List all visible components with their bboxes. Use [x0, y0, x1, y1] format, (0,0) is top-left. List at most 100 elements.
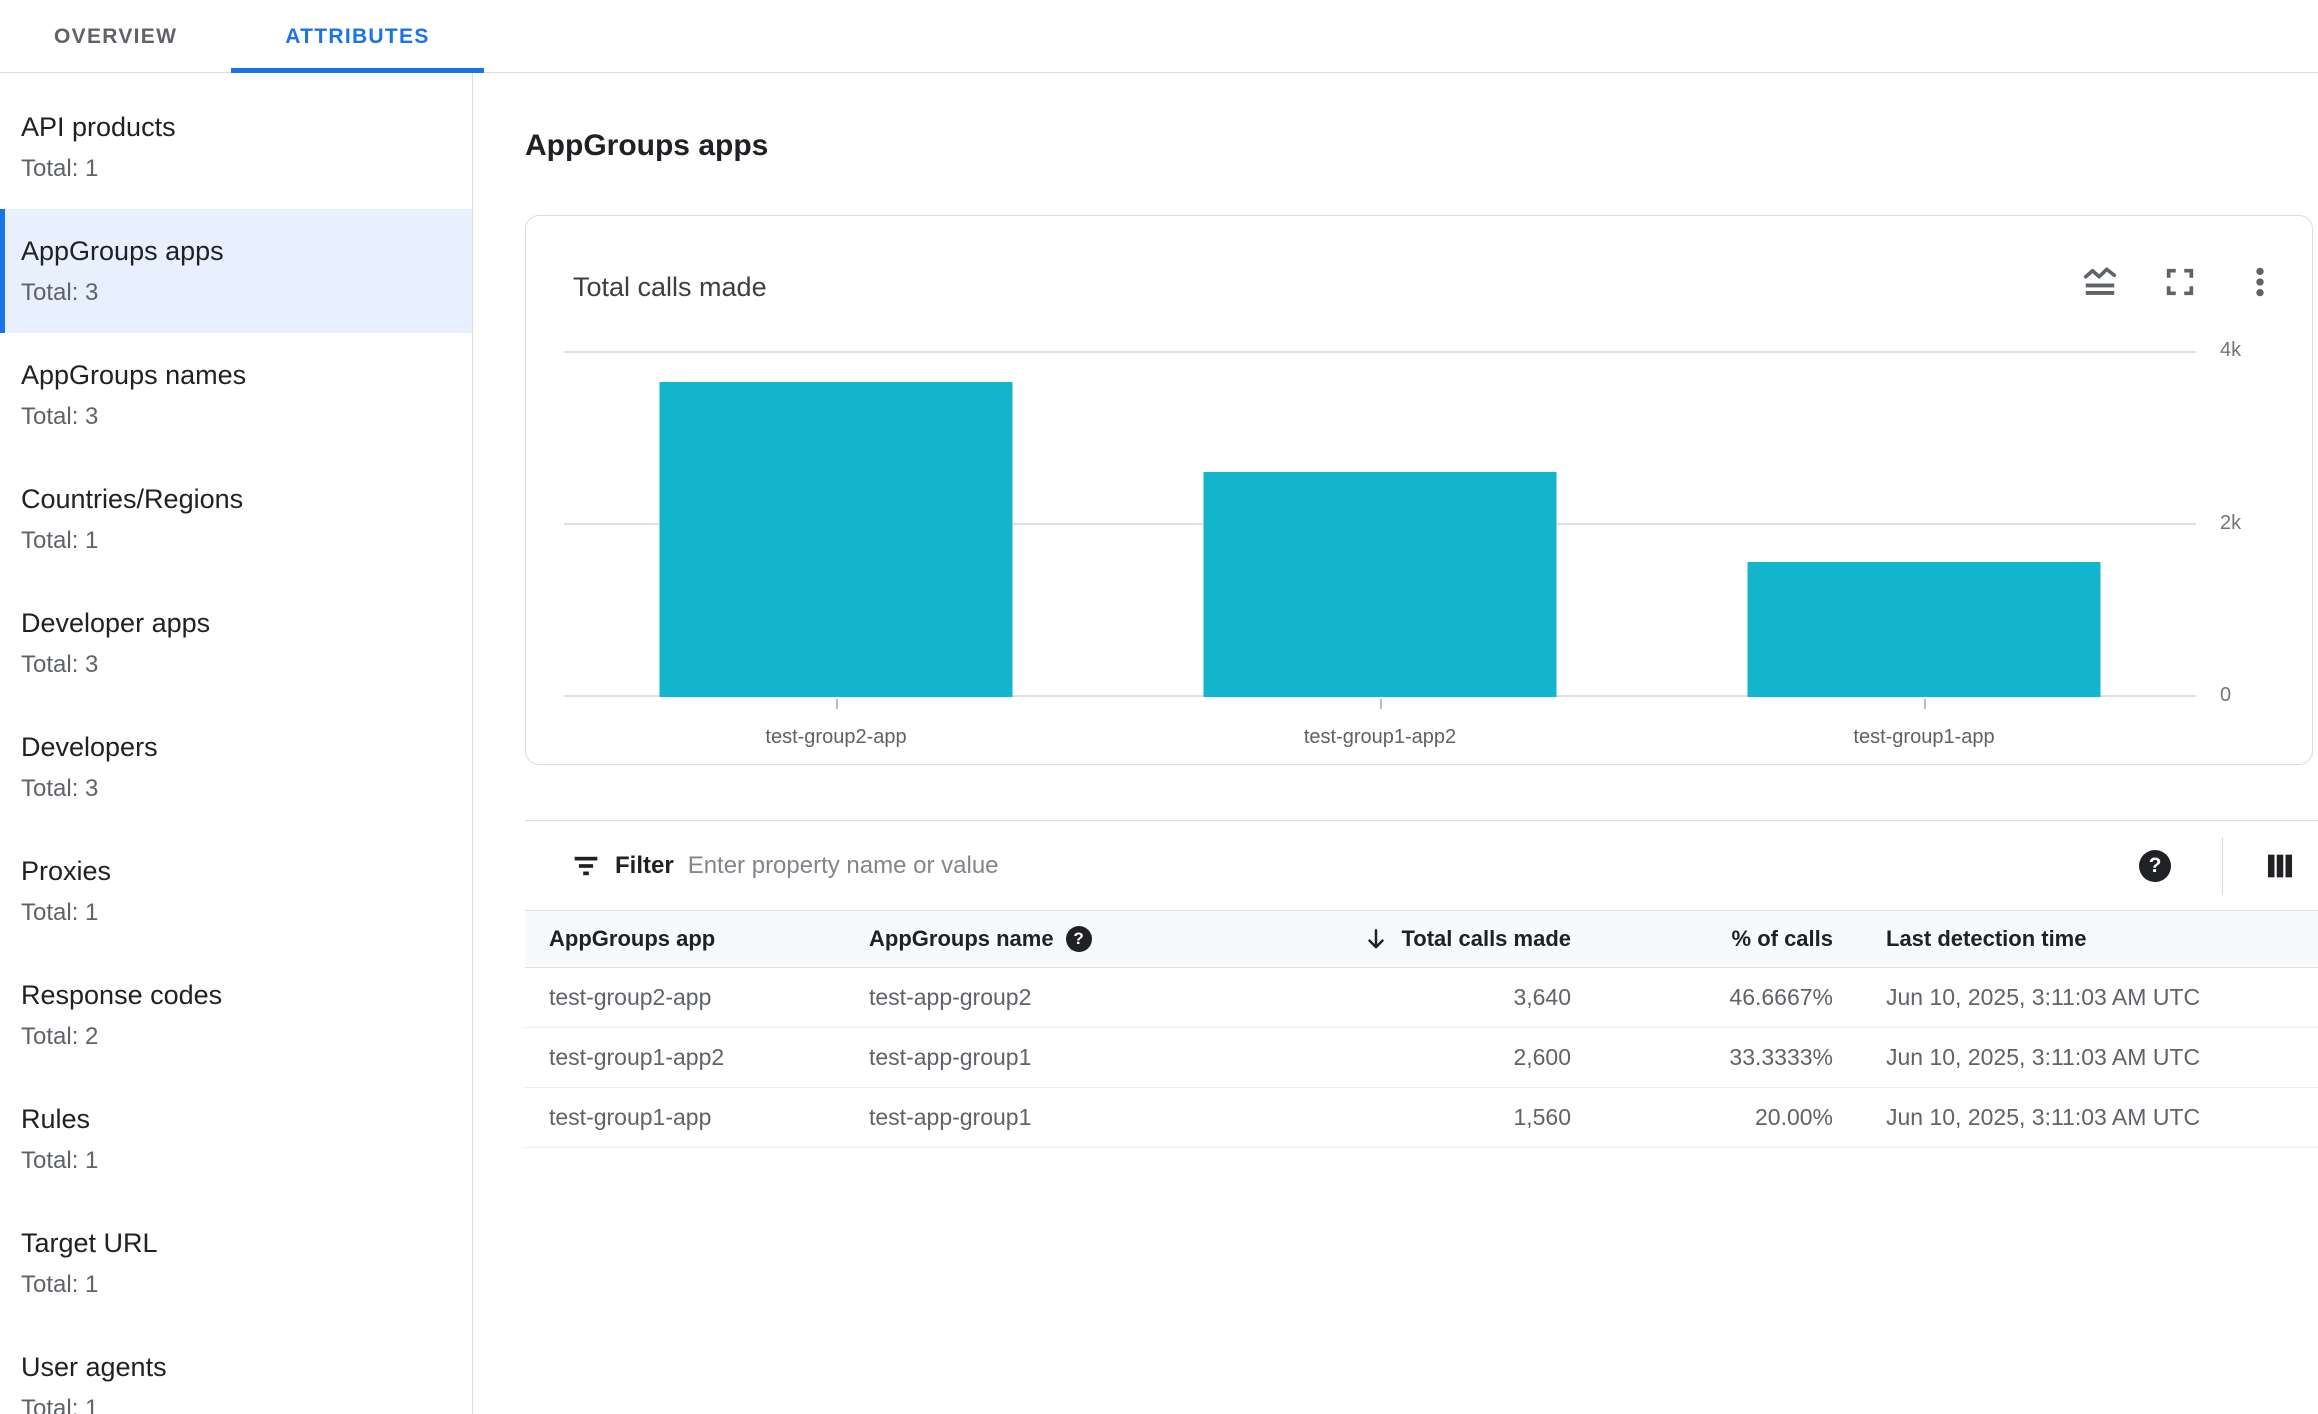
cell-last-detection-time: Jun 10, 2025, 3:11:03 AM UTC: [1886, 1044, 2201, 1070]
cell-percent-of-calls: 46.6667%: [1729, 984, 1833, 1010]
sidebar-item-rules[interactable]: Rules Total: 1: [0, 1077, 472, 1201]
chart-band: test-group1-app: [1652, 351, 2196, 748]
sidebar-item-total: Total: 1: [21, 899, 99, 926]
sidebar-item-total: Total: 3: [21, 403, 99, 430]
x-axis-label: test-group1-app: [1853, 726, 1995, 748]
table-row: test-group2-app test-app-group2 3,640 46…: [525, 968, 2318, 1028]
column-selector-icon[interactable]: [2263, 849, 2297, 883]
cell-appgroups-app: test-group1-app2: [549, 1044, 725, 1070]
fullscreen-icon[interactable]: [2162, 264, 2198, 300]
attribute-table-section: Filter ? AppGroups app AppGroups name ?: [525, 820, 2318, 1148]
sidebar-item-appgroups-apps[interactable]: AppGroups apps Total: 3: [0, 209, 472, 333]
page-title: AppGroups apps: [525, 129, 769, 162]
sidebar-item-label: AppGroups names: [21, 360, 247, 390]
bar-test-group1-app2[interactable]: [1203, 472, 1557, 697]
sidebar-item-label: Response codes: [21, 980, 223, 1010]
sidebar-item-developer-apps[interactable]: Developer apps Total: 3: [0, 581, 472, 705]
area-chart-icon[interactable]: [2082, 264, 2118, 300]
sidebar-item-total: Total: 1: [21, 527, 99, 554]
cell-last-detection-time: Jun 10, 2025, 3:11:03 AM UTC: [1886, 1104, 2201, 1130]
column-header-appgroups-app[interactable]: AppGroups app: [549, 926, 716, 951]
sidebar-item-total: Total: 3: [21, 651, 99, 678]
sidebar-item-label: User agents: [21, 1352, 167, 1382]
toolbar-divider: [2222, 836, 2223, 895]
column-header-appgroups-name[interactable]: AppGroups name ?: [869, 926, 1309, 952]
sidebar-item-total: Total: 3: [21, 279, 99, 306]
tab-attributes[interactable]: ATTRIBUTES: [231, 0, 485, 73]
sidebar-item-label: Developers: [21, 732, 158, 762]
sidebar-item-label: Countries/Regions: [21, 484, 244, 514]
cell-total-calls: 3,640: [1513, 984, 1571, 1010]
filter-input[interactable]: [687, 851, 2139, 880]
more-vert-icon[interactable]: [2242, 264, 2278, 300]
help-icon[interactable]: ?: [2139, 849, 2171, 882]
sidebar-item-appgroups-names[interactable]: AppGroups names Total: 3: [0, 333, 472, 457]
tab-attributes-label: ATTRIBUTES: [285, 24, 430, 48]
cell-appgroups-name: test-app-group2: [869, 984, 1032, 1010]
cell-appgroups-app: test-group2-app: [549, 984, 712, 1010]
chart-card: Total calls made: [525, 215, 2313, 765]
cell-percent-of-calls: 33.3333%: [1729, 1044, 1833, 1070]
column-header-total-calls-made[interactable]: Total calls made: [1309, 926, 1571, 952]
column-header-percent-of-calls[interactable]: % of calls: [1731, 926, 1833, 951]
sidebar-item-total: Total: 2: [21, 1023, 99, 1050]
cell-appgroups-app: test-group1-app: [549, 1104, 712, 1130]
sidebar-item-total: Total: 1: [21, 1147, 99, 1174]
tab-overview[interactable]: OVERVIEW: [0, 0, 231, 73]
table-row: test-group1-app test-app-group1 1,560 20…: [525, 1088, 2318, 1148]
y-tick-label: 0: [2220, 684, 2232, 706]
sidebar-item-countries-regions[interactable]: Countries/Regions Total: 1: [0, 457, 472, 581]
sidebar-item-total: Total: 1: [21, 1395, 99, 1414]
sidebar-item-total: Total: 1: [21, 1271, 99, 1298]
chart-toolbar: [2082, 264, 2278, 300]
y-tick-label: 2k: [2220, 512, 2242, 534]
sidebar-item-total: Total: 1: [21, 155, 99, 182]
filter-icon: [574, 856, 598, 875]
bar-test-group1-app[interactable]: [1747, 562, 2101, 697]
sidebar-item-label: Rules: [21, 1104, 91, 1134]
filter-bar: Filter ?: [525, 820, 2318, 910]
sort-desc-arrow-icon: [1363, 926, 1389, 952]
sidebar-attribute-list: API products Total: 1 AppGroups apps Tot…: [0, 73, 473, 1414]
sidebar-item-target-url[interactable]: Target URL Total: 1: [0, 1201, 472, 1325]
cell-total-calls: 1,560: [1513, 1104, 1571, 1130]
sidebar-item-label: API products: [21, 112, 176, 142]
sidebar-item-api-products[interactable]: API products Total: 1: [0, 85, 472, 209]
cell-last-detection-time: Jun 10, 2025, 3:11:03 AM UTC: [1886, 984, 2201, 1010]
table-header-row: AppGroups app AppGroups name ? Total cal…: [525, 910, 2318, 968]
sidebar-item-label: Developer apps: [21, 608, 211, 638]
sidebar-item-label: AppGroups apps: [21, 236, 224, 266]
sidebar-item-developers[interactable]: Developers Total: 3: [0, 705, 472, 829]
x-axis-label: test-group1-app2: [1303, 726, 1457, 748]
sidebar-item-response-codes[interactable]: Response codes Total: 2: [0, 953, 472, 1077]
tab-overview-label: OVERVIEW: [54, 24, 178, 48]
column-header-label: Total calls made: [1401, 926, 1571, 951]
chart-band: test-group1-app2: [1108, 351, 1652, 748]
cell-percent-of-calls: 20.00%: [1754, 1104, 1833, 1130]
chart-band: test-group2-app: [564, 351, 1108, 748]
cell-appgroups-name: test-app-group1: [869, 1044, 1032, 1070]
sidebar-item-user-agents[interactable]: User agents Total: 1: [0, 1325, 472, 1414]
sidebar-item-label: Target URL: [21, 1228, 158, 1258]
x-tick: [1380, 699, 1382, 709]
sidebar-item-proxies[interactable]: Proxies Total: 1: [0, 829, 472, 953]
chart-bands: test-group2-app test-group1-app2 test-gr…: [564, 351, 2196, 748]
x-axis-label: test-group2-app: [765, 726, 907, 748]
help-icon[interactable]: ?: [1065, 926, 1092, 952]
chart-title: Total calls made: [573, 272, 767, 302]
filter-label: Filter: [615, 851, 674, 879]
table-row: test-group1-app2 test-app-group1 2,600 3…: [525, 1028, 2318, 1088]
column-header-last-detection-time[interactable]: Last detection time: [1886, 926, 2087, 951]
sidebar-item-label: Proxies: [21, 856, 112, 886]
x-tick: [836, 699, 838, 709]
gridline-4k: [564, 351, 2196, 353]
sidebar-item-total: Total: 3: [21, 775, 99, 802]
y-tick-label: 4k: [2220, 339, 2242, 361]
bar-chart: 4k 2k 0 test-group2-app test-group1-app2: [564, 339, 2241, 748]
x-tick: [1924, 699, 1926, 709]
cell-total-calls: 2,600: [1513, 1044, 1571, 1070]
bar-test-group2-app[interactable]: [659, 382, 1013, 697]
cell-appgroups-name: test-app-group1: [869, 1104, 1032, 1130]
column-header-label: AppGroups name: [869, 926, 1054, 951]
